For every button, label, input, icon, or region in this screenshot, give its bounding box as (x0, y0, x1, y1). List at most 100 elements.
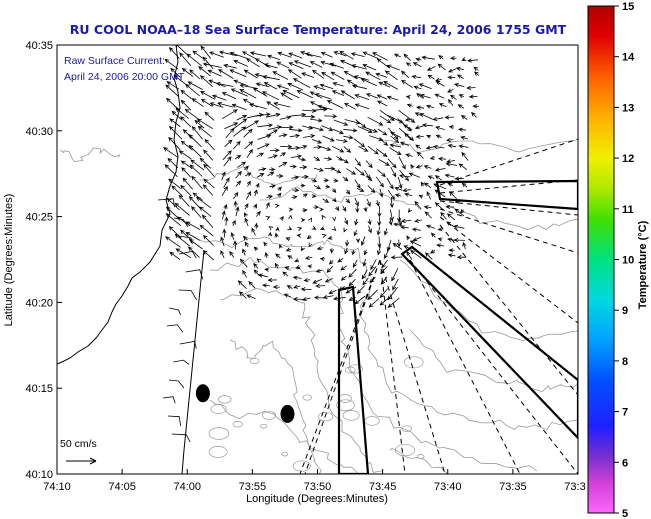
current-arrow (453, 224, 465, 229)
current-arrow (447, 88, 454, 93)
current-arrow (280, 144, 293, 149)
current-arrow (244, 140, 254, 150)
current-arrow (435, 77, 442, 82)
current-arrow (304, 255, 313, 260)
current-arrow (387, 158, 397, 169)
current-arrow (375, 176, 384, 188)
current-arrow (266, 194, 274, 200)
current-arrow (203, 178, 215, 189)
current-arrow (423, 165, 432, 170)
current-arrow (195, 196, 212, 209)
current-arrow (389, 197, 394, 209)
current-arrow (447, 253, 456, 258)
current-arrow (403, 124, 413, 131)
range-line (409, 259, 521, 474)
current-arrow (375, 200, 380, 207)
current-arrow (312, 278, 323, 284)
current-arrow (238, 291, 247, 299)
current-arrow (313, 204, 320, 210)
current-arrow (308, 242, 313, 248)
contour-blob (395, 443, 415, 457)
current-arrow (171, 110, 182, 120)
current-arrow (404, 132, 412, 141)
current-arrow (397, 176, 403, 189)
current-arrow (313, 185, 322, 190)
current-arrow (202, 250, 215, 261)
current-arrow (344, 102, 356, 110)
current-arrow (344, 247, 349, 255)
current-arrow (202, 184, 214, 196)
current-arrow (192, 192, 203, 201)
current-arrow (174, 202, 190, 216)
range-line (304, 259, 381, 474)
current-arrow (299, 165, 308, 170)
current-arrow (237, 280, 247, 289)
contour-line (209, 256, 538, 472)
current-arrow (168, 125, 183, 140)
current-arrow (292, 275, 302, 280)
current-arrow (449, 191, 457, 200)
coast-inlet (162, 396, 176, 404)
current-arrow (207, 69, 222, 77)
current-arrow (253, 203, 257, 209)
current-arrow (458, 94, 465, 99)
current-arrow (242, 248, 246, 256)
current-arrow (301, 246, 305, 252)
station-marker (195, 384, 210, 403)
colorbar-tick-label: 14 (622, 52, 635, 64)
current-arrow (276, 173, 284, 179)
current-arrow (356, 187, 365, 192)
current-arrow (244, 217, 249, 227)
current-arrow (472, 104, 479, 109)
current-arrow (313, 167, 324, 172)
current-arrow (224, 139, 233, 148)
current-arrow (456, 74, 464, 79)
current-label-line2: April 24, 2006 20:00 GMT (64, 71, 185, 83)
current-arrow (265, 112, 281, 118)
current-arrow (178, 150, 192, 160)
current-arrow (390, 255, 403, 260)
current-arrow (427, 74, 435, 80)
current-arrow (255, 182, 260, 188)
current-arrow (413, 85, 422, 90)
current-arrow (235, 206, 240, 217)
current-arrow (288, 146, 301, 151)
current-arrow (180, 99, 192, 111)
current-arrow (346, 168, 356, 175)
range-line (409, 259, 578, 474)
coast-inlet (178, 289, 197, 301)
current-arrow (179, 52, 192, 66)
current-arrow (435, 81, 445, 87)
contour-blob (260, 423, 268, 429)
current-arrow (394, 193, 402, 198)
current-arrow (321, 233, 327, 239)
contour-blob (404, 356, 424, 369)
current-arrow (376, 100, 388, 107)
colorbar-tick-label: 15 (622, 1, 634, 13)
current-arrow (267, 278, 277, 283)
current-arrow (297, 227, 303, 232)
current-arrow (450, 94, 457, 100)
current-arrow (408, 172, 421, 178)
current-arrow (450, 56, 457, 61)
current-arrow (380, 266, 388, 274)
current-arrow (436, 243, 445, 248)
current-arrow (298, 157, 307, 162)
current-arrow (171, 185, 183, 197)
current-arrow (191, 125, 203, 140)
current-arrow (194, 119, 205, 129)
current-arrow (366, 175, 373, 182)
current-arrow (256, 258, 262, 263)
current-arrow (187, 246, 200, 258)
current-arrow (344, 217, 349, 225)
current-arrow (267, 54, 280, 60)
current-arrow (329, 248, 334, 254)
current-arrow (343, 227, 348, 233)
current-arrow (434, 202, 445, 211)
current-arrow (435, 126, 445, 130)
contour-blob (336, 399, 355, 411)
colorbar-label: Temperature (°C) (637, 220, 649, 309)
current-arrow (426, 66, 436, 71)
current-arrow (279, 125, 294, 130)
